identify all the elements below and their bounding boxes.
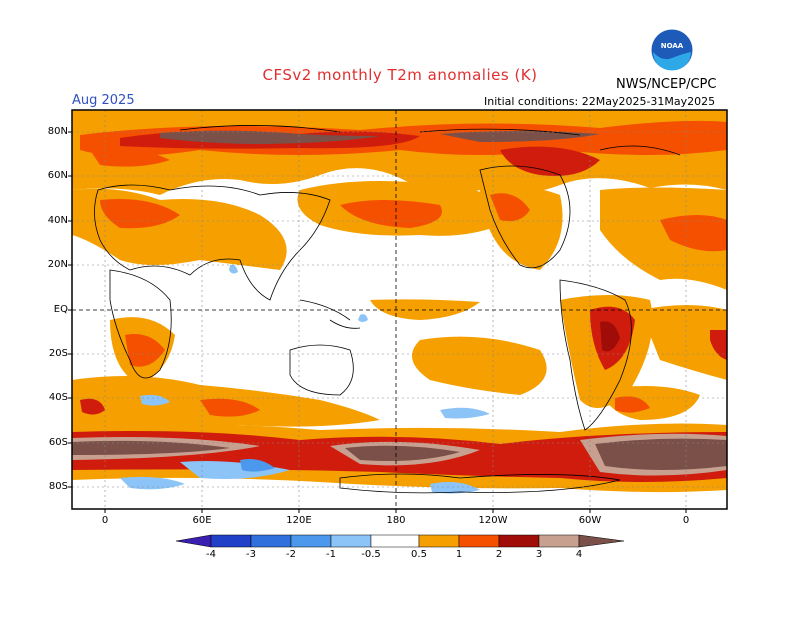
- initial-conditions: Initial conditions: 22May2025-31May2025: [484, 95, 716, 108]
- lat-label: 40N: [47, 215, 68, 226]
- lon-label: 120E: [286, 515, 312, 526]
- colorbar: [175, 534, 625, 548]
- lon-label: 0: [101, 515, 109, 526]
- coastlines: [94, 125, 681, 494]
- colorbar-label: -3: [246, 549, 256, 560]
- svg-text:NOAA: NOAA: [661, 42, 684, 50]
- colorbar-label: 0.5: [411, 549, 427, 560]
- graticule: [72, 110, 727, 509]
- colorbar-label: -1: [326, 549, 336, 560]
- lon-label: 60E: [192, 515, 212, 526]
- map-fields: [72, 110, 727, 509]
- forecast-month: Aug 2025: [72, 93, 135, 108]
- colorbar-label: -2: [286, 549, 296, 560]
- colorbar-label: 4: [575, 549, 583, 560]
- lat-label: 80S: [48, 481, 68, 492]
- colorbar-label: -0.5: [361, 549, 381, 560]
- reference-lines: [72, 110, 727, 509]
- lat-label: EQ: [53, 304, 68, 315]
- lat-label: 60N: [47, 170, 68, 181]
- noaa-logo-icon: NOAA: [650, 28, 694, 72]
- lon-label: 120W: [478, 515, 508, 526]
- colorbar-label: -4: [206, 549, 216, 560]
- lat-label: 60S: [48, 437, 68, 448]
- lon-label: 180: [386, 515, 406, 526]
- agency-label: NWS/NCEP/CPC: [616, 77, 717, 92]
- lat-label: 80N: [47, 126, 68, 137]
- colorbar-label: 2: [495, 549, 503, 560]
- lon-label: 60W: [578, 515, 602, 526]
- map-title: CFSv2 monthly T2m anomalies (K): [262, 66, 538, 84]
- lat-label: 20S: [48, 348, 68, 359]
- lat-label: 40S: [48, 392, 68, 403]
- colorbar-label: 3: [535, 549, 543, 560]
- colorbar-label: 1: [455, 549, 463, 560]
- lon-label: 0: [682, 515, 690, 526]
- axis-ticks: [68, 131, 687, 513]
- lat-label: 20N: [47, 259, 68, 270]
